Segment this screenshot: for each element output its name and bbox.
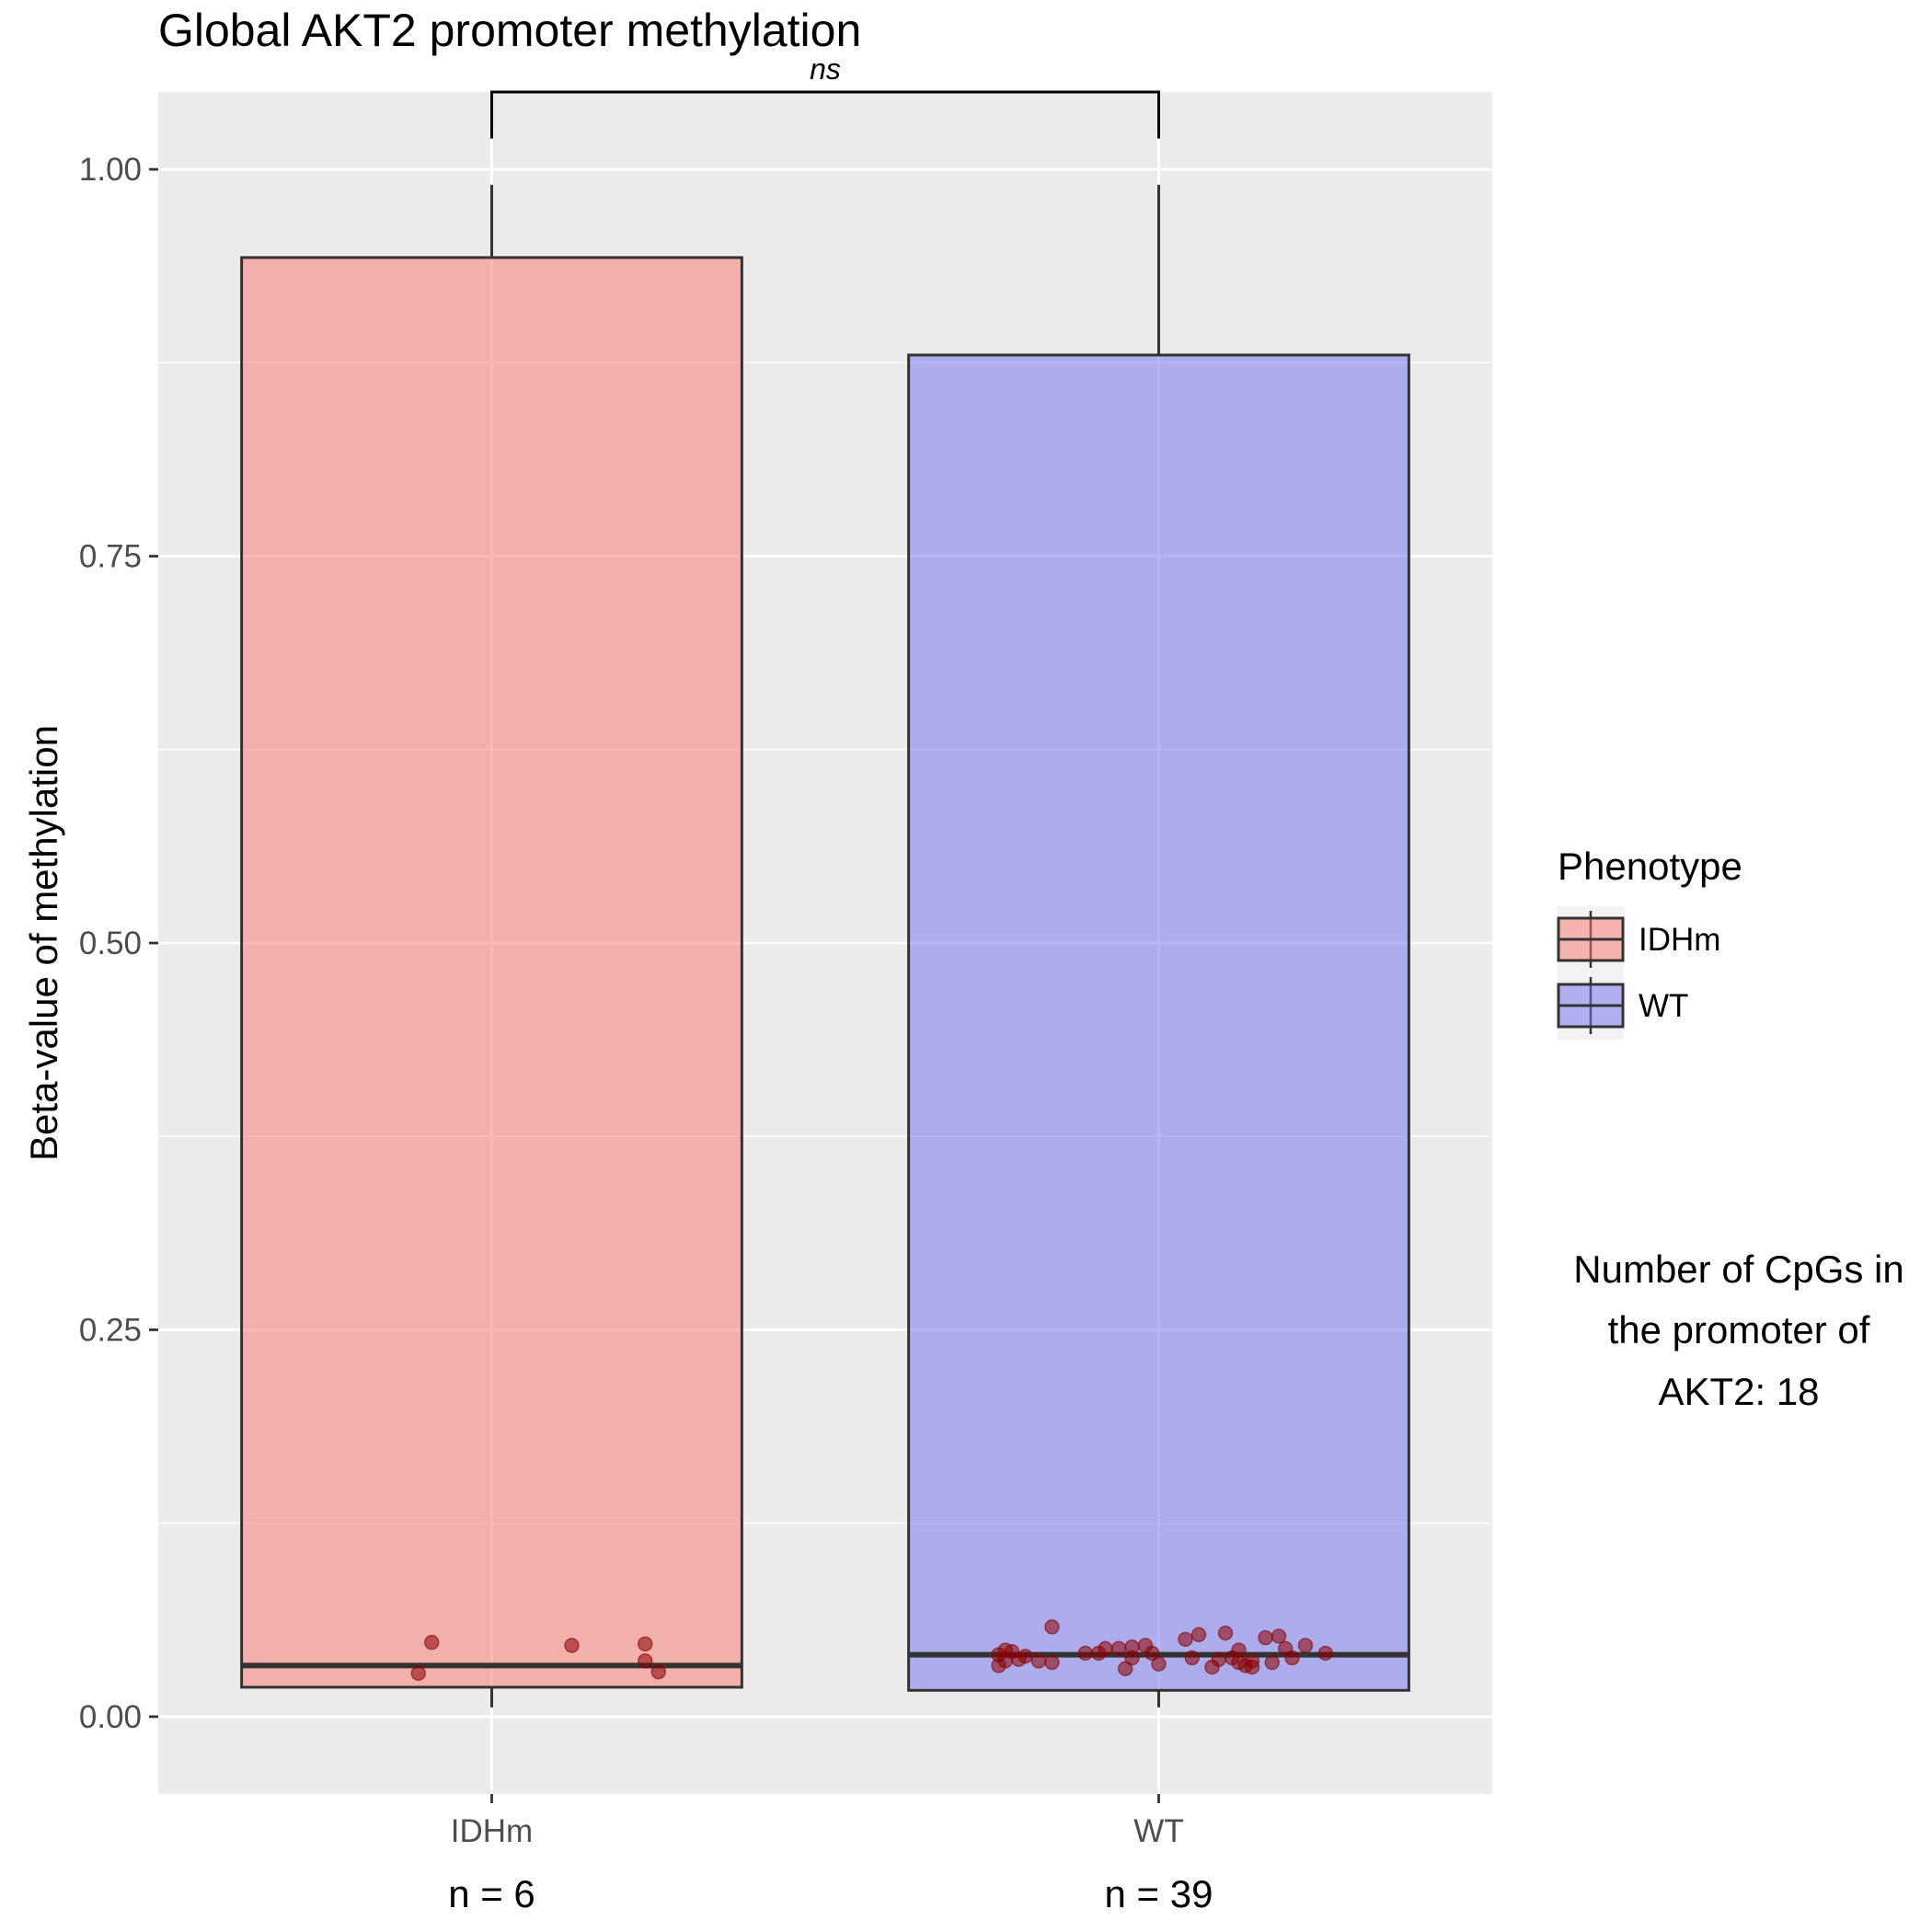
data-point	[1297, 1638, 1314, 1653]
cpg-count-note: Number of CpGs in the promoter of AKT2: …	[1573, 1248, 1903, 1413]
data-point	[410, 1665, 426, 1682]
data-point	[1044, 1619, 1060, 1635]
legend-entry-idhm: IDHm	[1557, 911, 1720, 968]
data-point	[424, 1634, 440, 1650]
note-line-3: AKT2: 18	[1658, 1370, 1819, 1413]
jitter-points	[410, 1619, 1333, 1682]
x-axis: IDHm n = 6 WT n = 39	[448, 1794, 1213, 1915]
data-point	[1264, 1654, 1280, 1671]
data-point	[1077, 1645, 1093, 1662]
data-point	[1317, 1645, 1333, 1662]
data-point	[1184, 1650, 1200, 1666]
y-tick-label: 0.25	[79, 1312, 142, 1348]
legend: Phenotype IDHm WT	[1557, 845, 1742, 1040]
data-point	[1190, 1627, 1207, 1643]
data-point	[1178, 1631, 1193, 1648]
bracket-line	[490, 90, 1160, 139]
box-body	[240, 256, 743, 1689]
y-axis: 0.00 0.25 0.50 0.75 1.00	[79, 152, 158, 1735]
data-point	[1211, 1651, 1226, 1667]
y-axis-title: Beta-value of methylation	[22, 725, 65, 1161]
y-tick-label: 0.00	[79, 1699, 142, 1735]
data-point	[1110, 1640, 1127, 1657]
data-point	[1030, 1653, 1047, 1669]
data-point	[1244, 1659, 1260, 1675]
x-tick-label: WT	[1133, 1813, 1183, 1849]
x-tick-label: IDHm	[451, 1813, 533, 1849]
data-point	[1018, 1649, 1033, 1664]
sample-size-label: n = 39	[1105, 1872, 1213, 1915]
legend-entry-wt: WT	[1557, 977, 1688, 1034]
data-point	[1151, 1656, 1167, 1672]
y-tick-label: 0.50	[79, 926, 142, 961]
data-point	[1144, 1645, 1160, 1662]
data-point	[1258, 1629, 1273, 1646]
box-idhm	[240, 184, 743, 1708]
data-point	[564, 1638, 580, 1653]
data-point	[1231, 1642, 1247, 1658]
legend-label: IDHm	[1639, 922, 1720, 958]
y-tick-label: 1.00	[79, 152, 142, 188]
data-point	[1124, 1639, 1140, 1655]
box-body	[907, 353, 1410, 1692]
data-point	[650, 1663, 666, 1680]
legend-title: Phenotype	[1558, 845, 1742, 888]
box-wt	[907, 184, 1410, 1708]
data-point	[1284, 1650, 1300, 1666]
legend-label: WT	[1639, 988, 1688, 1024]
data-point	[1118, 1661, 1133, 1677]
note-line-2: the promoter of	[1608, 1308, 1870, 1351]
y-tick-label: 0.75	[79, 539, 142, 575]
data-point	[638, 1653, 653, 1669]
data-point	[1044, 1654, 1060, 1671]
data-point	[1217, 1625, 1234, 1641]
significance-bracket: ns	[490, 52, 1160, 139]
box-layer	[240, 184, 1410, 1708]
data-point	[1271, 1628, 1287, 1644]
note-line-1: Number of CpGs in	[1573, 1248, 1903, 1291]
data-point	[1098, 1640, 1113, 1657]
chart-title: Global AKT2 promoter methylation	[158, 5, 861, 56]
data-point	[638, 1636, 653, 1652]
sample-size-label: n = 6	[448, 1872, 535, 1915]
significance-label: ns	[810, 52, 841, 86]
